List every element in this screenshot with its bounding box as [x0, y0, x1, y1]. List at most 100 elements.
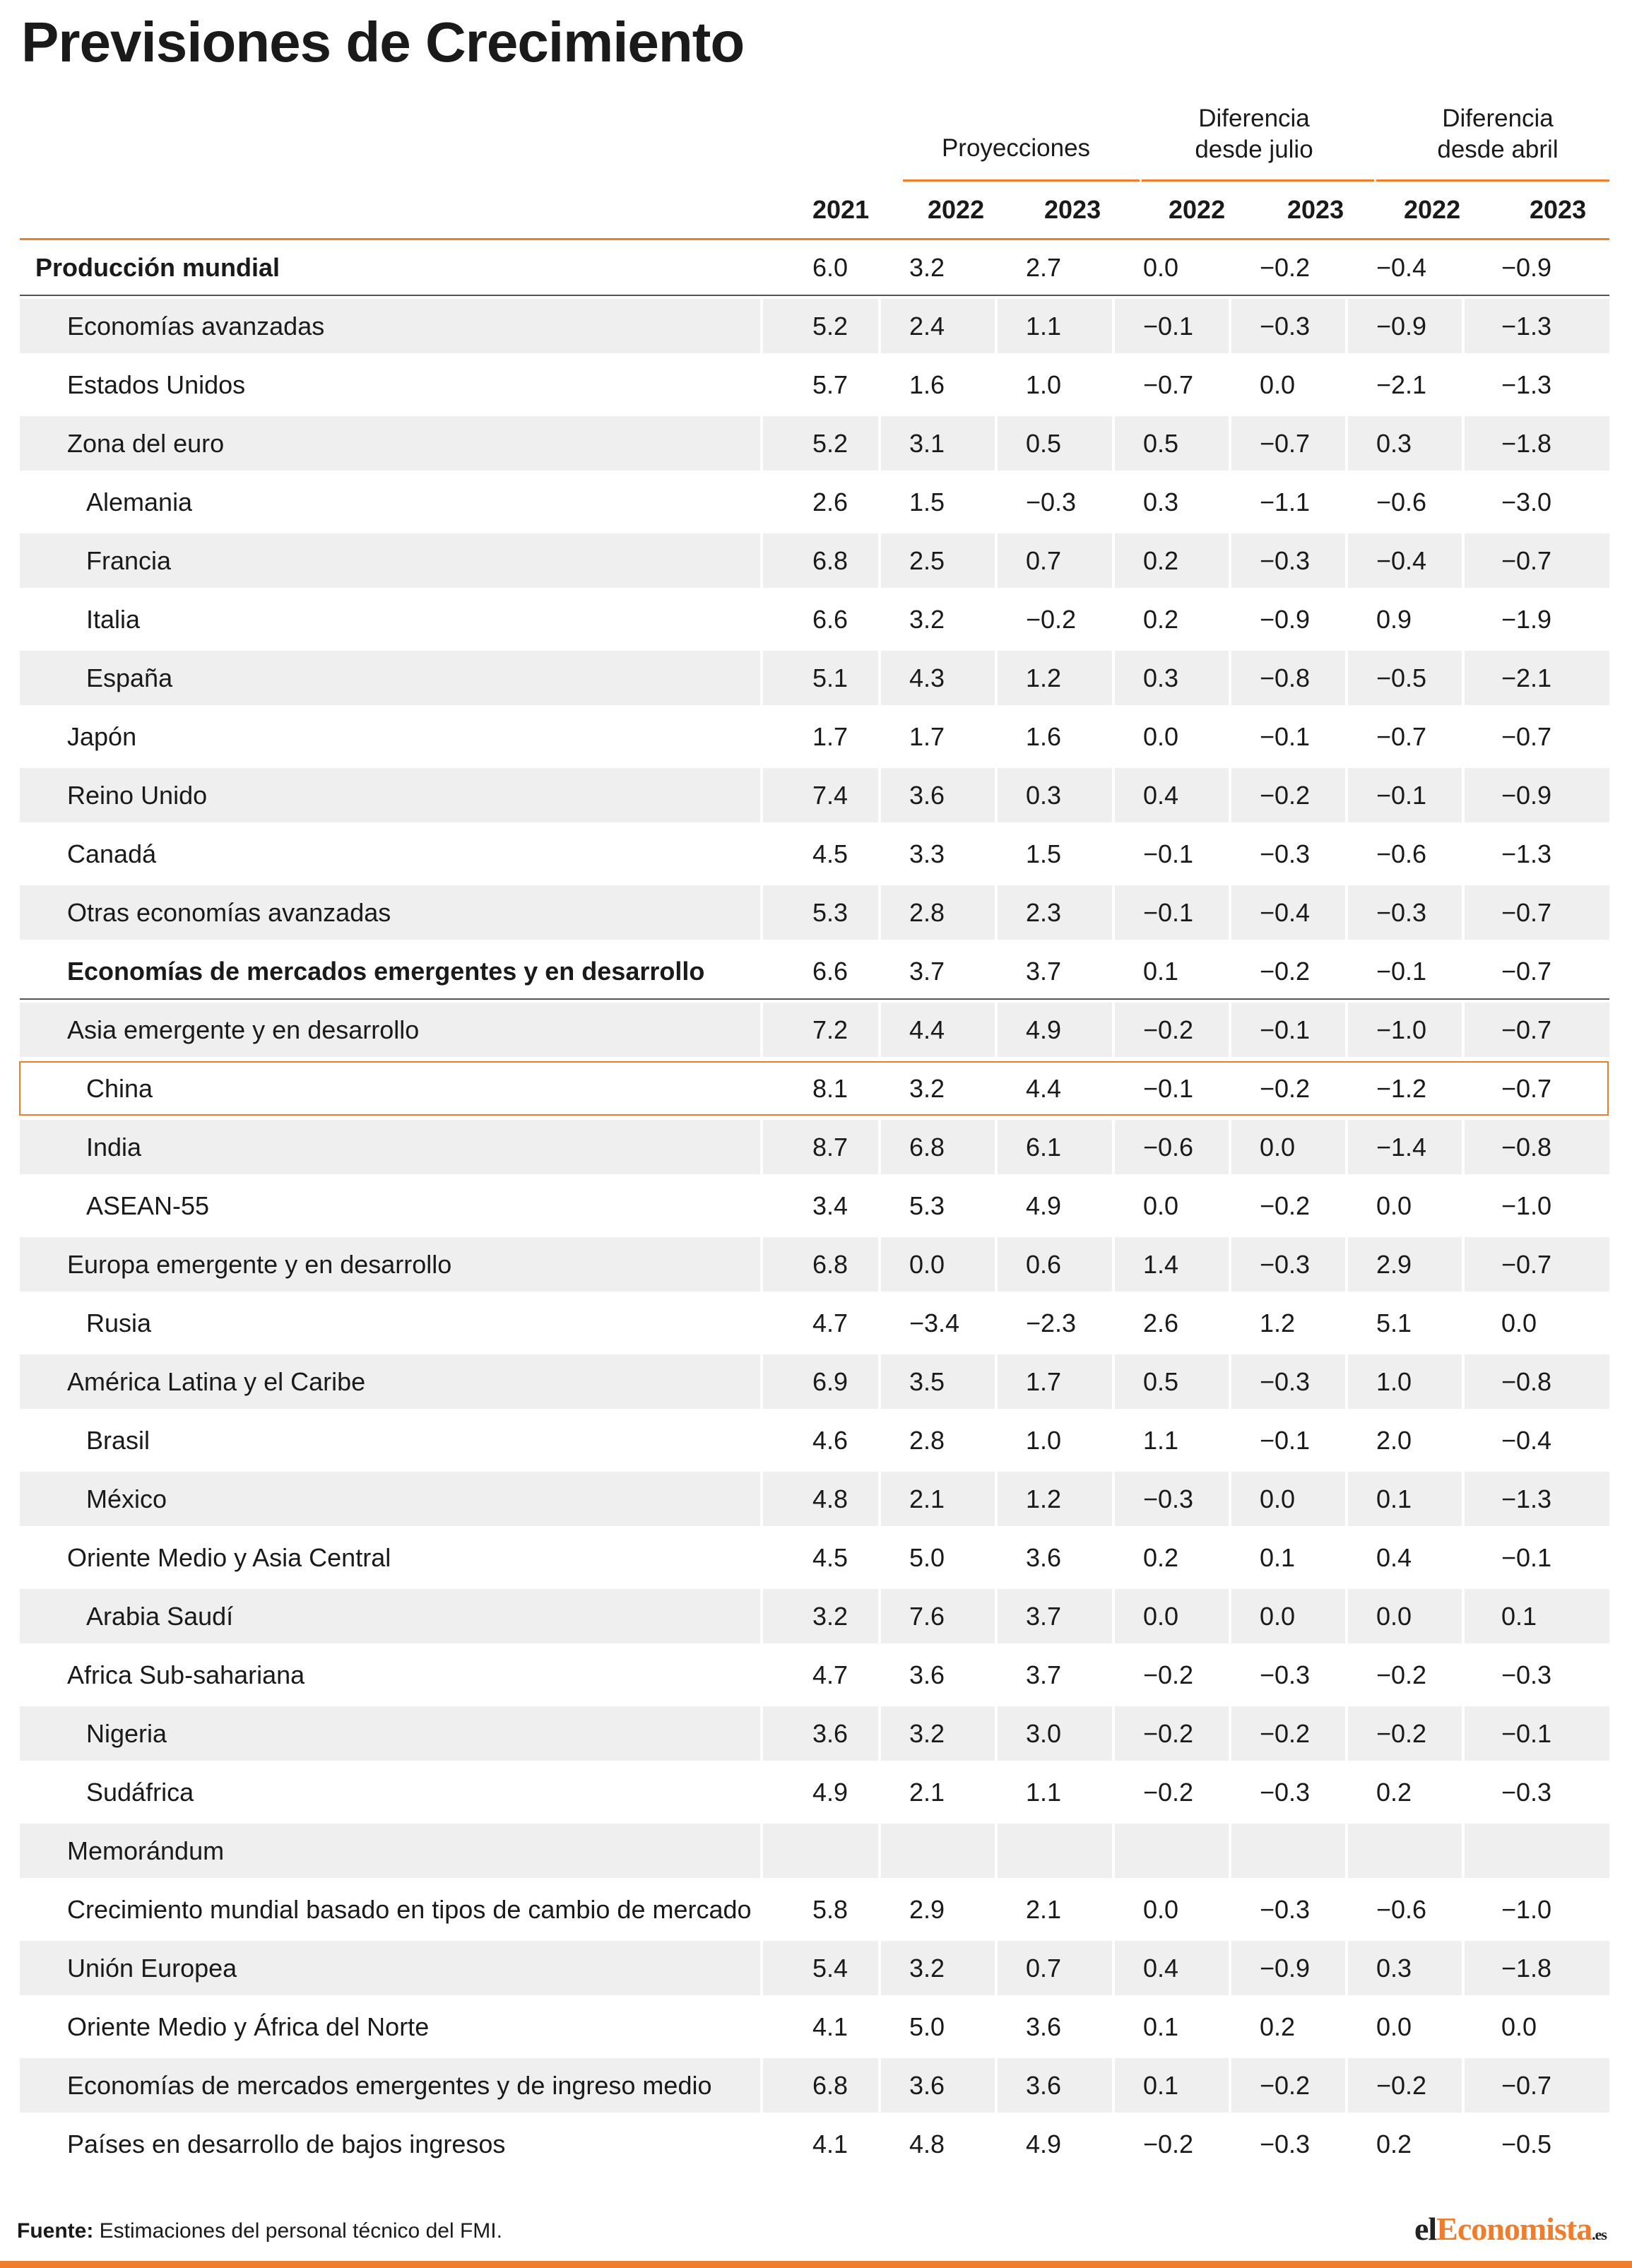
table-row: Reino Unido 7.4 3.6 0.3 0.4 −0.2 −0.1 −0.9 [20, 768, 1609, 822]
row-label: Memorándum [20, 1824, 760, 1878]
value-cell: −0.3 [1348, 885, 1462, 940]
value-cell: 0.7 [998, 533, 1112, 588]
row-label: América Latina y el Caribe [20, 1354, 760, 1409]
value-cell: 4.9 [1026, 1191, 1062, 1220]
value-cell: −0.2 [1260, 1074, 1311, 1103]
value-cell: 0.0 [1501, 1309, 1537, 1337]
value-cell: 3.2 [909, 1074, 945, 1103]
value-cell: 2.8 [881, 885, 995, 940]
value-cell: −1.2 [1376, 1074, 1427, 1103]
value-cell: 3.7 [1026, 1660, 1062, 1689]
value-cell: −0.1 [1260, 1426, 1311, 1455]
value-cell: 2.6 [812, 488, 848, 516]
value-cell: −0.7 [1501, 1074, 1552, 1103]
value-cell: 4.5 [812, 839, 848, 868]
value-cell: −0.2 [1260, 1191, 1311, 1220]
row-label: Economías de mercados emergentes y en de… [67, 957, 705, 986]
header-rule [20, 238, 1609, 240]
row-label: ASEAN-55 [86, 1191, 210, 1220]
value-cell: −0.2 [1376, 1660, 1427, 1689]
value-cell: −0.1 [1143, 1074, 1194, 1103]
table-row: Italia 6.6 3.2 −0.2 0.2 −0.9 0.9 −1.9 [20, 592, 1609, 646]
row-label: Crecimiento mundial basado en tipos de c… [67, 1895, 752, 1924]
value-cell: 4.1 [812, 2130, 848, 2158]
value-cell: 3.2 [881, 1941, 995, 1995]
value-cell: 2.5 [881, 533, 995, 588]
value-cell: −0.3 [1501, 1660, 1552, 1689]
value-cell: 4.9 [998, 1003, 1112, 1057]
value-cell: 2.9 [1348, 1237, 1462, 1292]
value-cell: −0.1 [1143, 839, 1194, 868]
value-cell: 1.2 [998, 1472, 1112, 1526]
value-cell: −0.7 [1465, 1237, 1609, 1292]
value-cell: 0.2 [1376, 2130, 1412, 2158]
bottom-accent-bar [0, 2261, 1632, 2268]
row-label: Asia emergente y en desarrollo [20, 1003, 760, 1057]
value-cell: 1.5 [1026, 839, 1062, 868]
value-cell: 0.0 [1115, 1589, 1229, 1643]
value-cell: 0.9 [1376, 605, 1412, 634]
value-cell: 0.5 [1115, 1354, 1229, 1409]
table-row: Africa Sub-sahariana 4.7 3.6 3.7 −0.2 −0.3 −0.… [20, 1648, 1609, 1702]
value-cell: −0.7 [1465, 533, 1609, 588]
table-row: Producción mundial 6.0 3.2 2.7 0.0 −0.2 −0.4 −0… [20, 240, 1609, 295]
value-cell: 0.0 [1231, 1472, 1345, 1526]
value-cell: 6.1 [998, 1120, 1112, 1174]
value-cell: −0.3 [1115, 1472, 1229, 1526]
value-cell: 5.8 [812, 1895, 848, 1924]
value-cell: −1.4 [1348, 1120, 1462, 1174]
value-cell: 1.7 [812, 722, 848, 751]
row-label: Francia [20, 533, 760, 588]
table-row: España 5.1 4.3 1.2 0.3 −0.8 −0.5 −2.1 [20, 651, 1609, 705]
table-row: Alemania 2.6 1.5 −0.3 0.3 −1.1 −0.6 −3.0 [20, 475, 1609, 529]
value-cell: 1.7 [998, 1354, 1112, 1409]
value-cell: −0.2 [1143, 2130, 1194, 2158]
value-cell: 2.1 [1026, 1895, 1062, 1924]
value-cell: −1.3 [1465, 299, 1609, 353]
group-label-dif-julio-line2: desde julio [1195, 136, 1313, 163]
table-row: Economías de mercados emergentes y de in… [20, 2058, 1609, 2113]
value-cell: 4.7 [812, 1309, 848, 1337]
value-cell: 6.8 [881, 1120, 995, 1174]
value-cell: 5.2 [763, 416, 878, 471]
value-cell: 5.4 [763, 1941, 878, 1995]
value-cell: −0.7 [1465, 885, 1609, 940]
value-cell: 0.0 [1501, 2012, 1537, 2041]
logo-prefix: el [1414, 2211, 1437, 2247]
group-underline-diferencia-abril [1376, 179, 1609, 182]
value-cell: −0.9 [1501, 253, 1552, 282]
value-cell: 4.9 [812, 1778, 848, 1807]
value-cell: 3.6 [881, 768, 995, 822]
value-cell: 4.4 [1026, 1074, 1062, 1103]
value-cell: −0.1 [1376, 957, 1427, 986]
value-cell: 0.0 [1348, 1589, 1462, 1643]
table-row: Arabia Saudí 3.2 7.6 3.7 0.0 0.0 0.0 0.1 [20, 1589, 1609, 1643]
table-row: ASEAN-55 3.4 5.3 4.9 0.0 −0.2 0.0 −1.0 [20, 1179, 1609, 1233]
value-cell: 0.0 [881, 1237, 995, 1292]
brand-logo[interactable]: elEconomista.es [1414, 2210, 1607, 2248]
value-cell: 2.7 [1026, 253, 1062, 282]
group-underline-diferencia-julio [1142, 179, 1374, 182]
row-label: Economías de mercados emergentes y de in… [20, 2058, 760, 2113]
value-cell: −0.3 [1231, 1354, 1345, 1409]
value-cell: −0.3 [1260, 2130, 1311, 2158]
value-cell: −0.2 [1260, 253, 1311, 282]
value-cell: 2.9 [909, 1895, 945, 1924]
source-note: Fuente: Estimaciones del personal técnic… [17, 2219, 502, 2243]
table-row: Sudáfrica 4.9 2.1 1.1 −0.2 −0.3 0.2 −0.3 [20, 1765, 1609, 1819]
table-row: Países en desarrollo de bajos ingresos 4.… [20, 2117, 1609, 2171]
value-cell: −0.2 [1115, 1706, 1229, 1761]
value-cell: 6.6 [812, 605, 848, 634]
value-cell: −1.8 [1465, 1941, 1609, 1995]
value-cell: 0.3 [1348, 416, 1462, 471]
value-cell: −0.2 [1026, 605, 1077, 634]
value-cell: 0.0 [1260, 370, 1296, 399]
value-cell: −1.8 [1465, 416, 1609, 471]
value-cell: −0.3 [1260, 1778, 1311, 1807]
value-cell: −0.1 [1115, 299, 1229, 353]
column-header-4: 2023 [1287, 195, 1344, 224]
value-cell: −1.3 [1465, 1472, 1609, 1526]
value-cell: −1.0 [1501, 1895, 1552, 1924]
value-cell: 3.7 [998, 1589, 1112, 1643]
value-cell: 2.1 [881, 1472, 995, 1526]
